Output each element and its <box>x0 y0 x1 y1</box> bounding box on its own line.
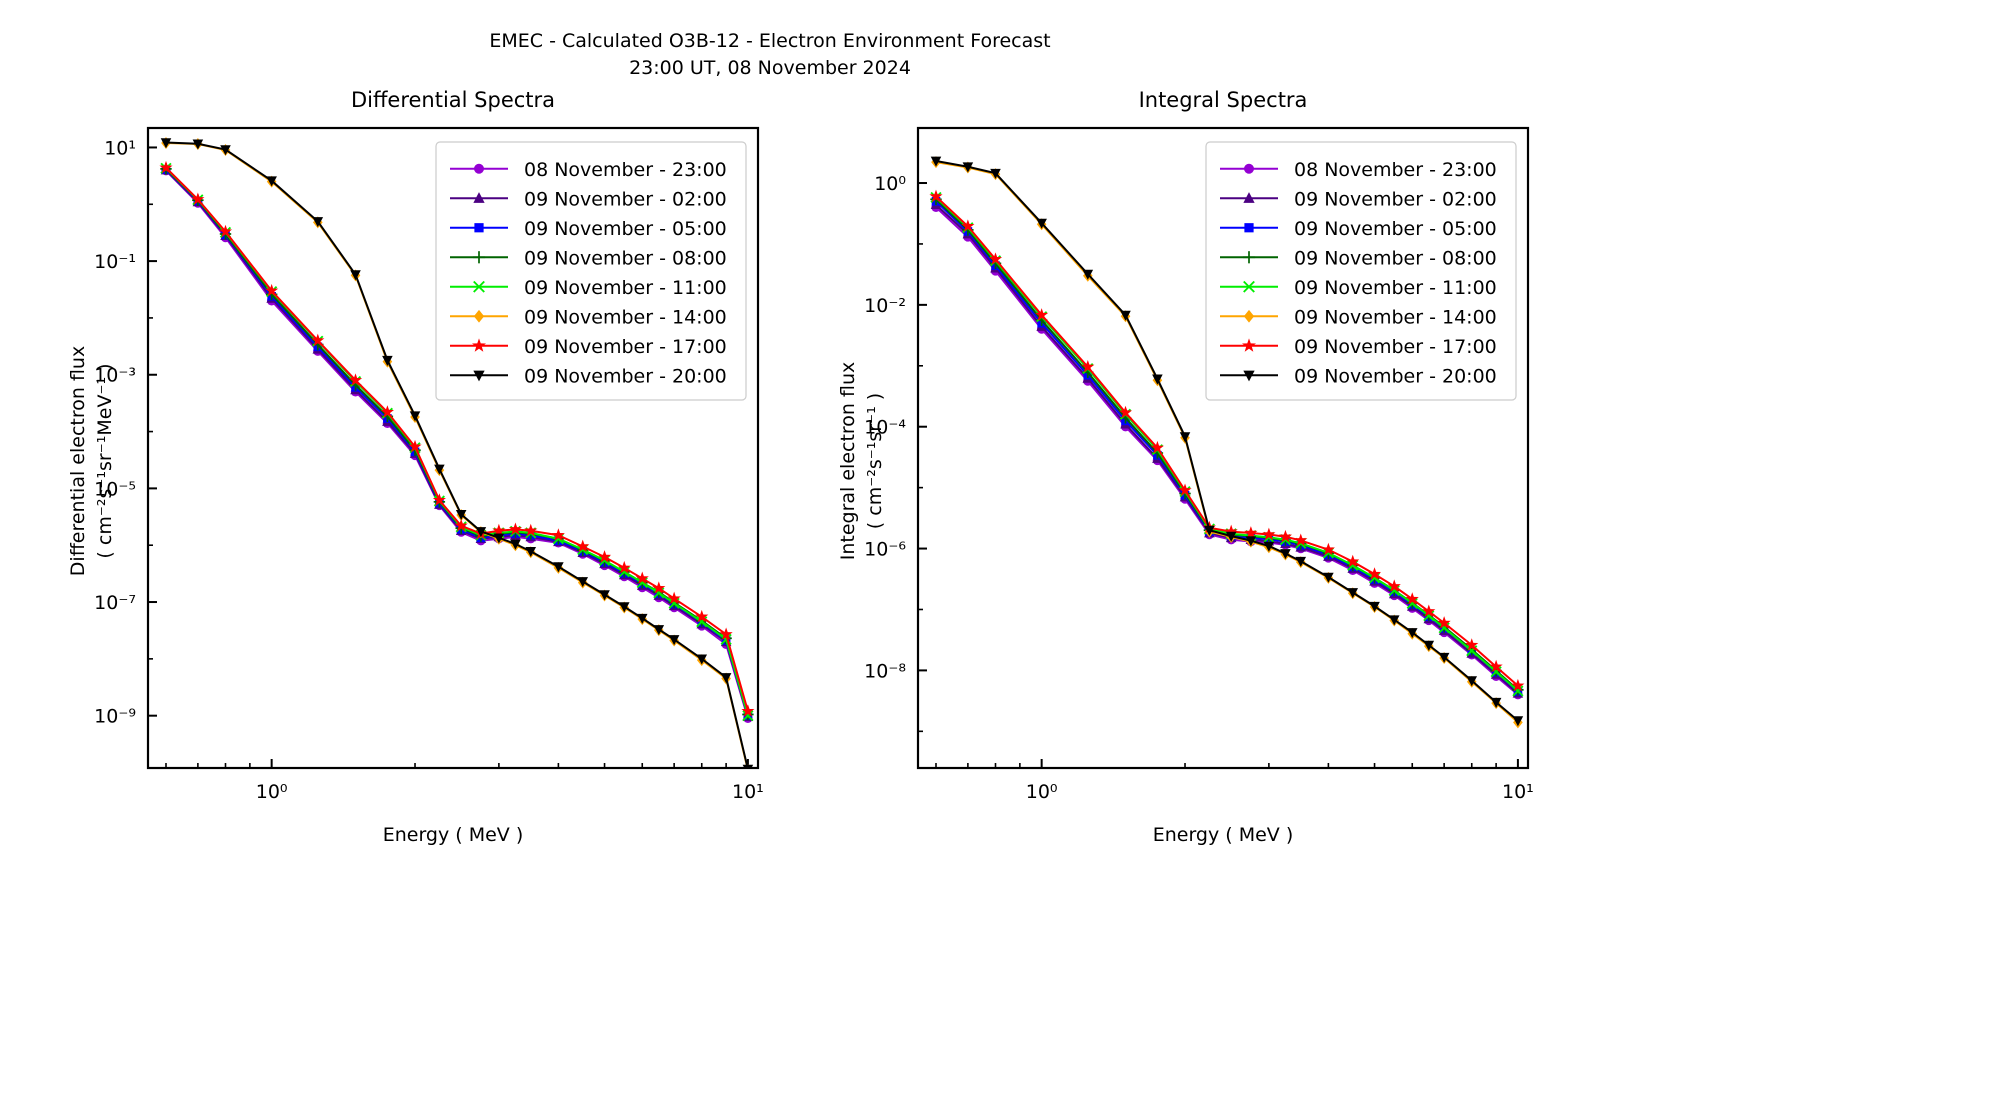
svg-text:10⁻³: 10⁻³ <box>94 365 136 387</box>
legend-label: 09 November - 17:00 <box>1294 336 1497 358</box>
legend-label: 09 November - 05:00 <box>524 218 727 240</box>
svg-text:10⁰: 10⁰ <box>874 173 906 195</box>
data-series-group <box>929 156 1525 729</box>
legend-label: 09 November - 02:00 <box>524 188 727 210</box>
svg-text:10¹: 10¹ <box>732 781 764 803</box>
legend-item[interactable]: 09 November - 14:00 <box>450 306 727 328</box>
svg-text:10⁻⁵: 10⁻⁵ <box>94 478 136 500</box>
svg-text:10⁰: 10⁰ <box>256 781 288 803</box>
legend[interactable]: 08 November - 23:00 09 November - 02:00 09… <box>435 141 747 401</box>
data-series <box>930 156 1524 727</box>
svg-text:10⁻¹: 10⁻¹ <box>94 251 136 273</box>
subplot-title: Differential Spectra <box>350 88 556 112</box>
differential-spectra-panel: 10⁰ 10¹ 10¹ 10⁻¹ 10⁻³ 10⁻⁵ 10⁻⁷ 10⁻⁹ 08 November… <box>0 0 790 1060</box>
figure-title-line1: EMEC - Calculated O3B-12 - Electron Envi… <box>489 30 1051 52</box>
subplot-title: Integral Spectra <box>1138 88 1308 112</box>
figure-title: EMEC - Calculated O3B-12 - Electron Envi… <box>0 28 1540 82</box>
legend-label: 08 November - 23:00 <box>1294 159 1497 181</box>
legend[interactable]: 08 November - 23:00 09 November - 02:00 09… <box>1205 141 1517 401</box>
svg-text:10⁻⁴: 10⁻⁴ <box>864 417 906 439</box>
axes-frame <box>916 126 1530 770</box>
legend-item[interactable]: 08 November - 23:00 <box>1220 159 1497 181</box>
svg-text:10¹: 10¹ <box>104 137 136 159</box>
x-axis-label: Energy ( MeV ) <box>382 824 524 846</box>
legend-label: 09 November - 20:00 <box>524 365 727 387</box>
svg-text:10⁻⁷: 10⁻⁷ <box>94 592 136 614</box>
legend-item[interactable]: 09 November - 17:00 <box>450 336 727 358</box>
legend-item[interactable]: 08 November - 23:00 <box>450 159 727 181</box>
legend-item[interactable]: 09 November - 14:00 <box>1220 306 1497 328</box>
legend-item[interactable]: 09 November - 11:00 <box>450 277 727 299</box>
svg-text:10⁻²: 10⁻² <box>864 295 906 317</box>
legend-label: 08 November - 23:00 <box>524 159 727 181</box>
svg-text:10⁻⁸: 10⁻⁸ <box>864 660 906 682</box>
figure-title-line2: 23:00 UT, 08 November 2024 <box>629 57 911 79</box>
legend-item[interactable]: 09 November - 05:00 <box>450 218 727 240</box>
legend-label: 09 November - 14:00 <box>1294 306 1497 328</box>
legend-label: 09 November - 05:00 <box>1294 218 1497 240</box>
legend-label: 09 November - 08:00 <box>524 247 727 269</box>
legend-item[interactable]: 09 November - 20:00 <box>450 365 727 387</box>
y-axis-label: Integral electron flux( cm⁻²s⁻¹sr⁻¹ ) <box>837 361 886 561</box>
legend-item[interactable]: 09 November - 05:00 <box>1220 218 1497 240</box>
legend-label: 09 November - 11:00 <box>1294 277 1497 299</box>
svg-text:10⁻⁶: 10⁻⁶ <box>864 539 906 561</box>
legend-label: 09 November - 17:00 <box>524 336 727 358</box>
legend-item[interactable]: 09 November - 08:00 <box>1220 247 1497 269</box>
axes-frame <box>146 126 760 770</box>
legend-label: 09 November - 11:00 <box>524 277 727 299</box>
data-series <box>160 138 754 768</box>
svg-text:10⁰: 10⁰ <box>1026 781 1058 803</box>
data-series-group <box>159 136 755 768</box>
legend-label: 09 November - 02:00 <box>1294 188 1497 210</box>
legend-item[interactable]: 09 November - 02:00 <box>450 188 727 210</box>
data-series <box>159 160 755 717</box>
legend-label: 09 November - 08:00 <box>1294 247 1497 269</box>
legend-item[interactable]: 09 November - 11:00 <box>1220 277 1497 299</box>
legend-label: 09 November - 14:00 <box>524 306 727 328</box>
axis-ticks: 10⁰ 10¹ 10¹ 10⁻¹ 10⁻³ 10⁻⁵ 10⁻⁷ 10⁻⁹ <box>94 137 764 803</box>
x-axis-label: Energy ( MeV ) <box>1152 824 1294 846</box>
y-axis-label: Differential electron flux( cm⁻²s⁻¹sr⁻¹M… <box>67 345 116 577</box>
legend-label: 09 November - 20:00 <box>1294 365 1497 387</box>
legend-item[interactable]: 09 November - 02:00 <box>1220 188 1497 210</box>
svg-text:10¹: 10¹ <box>1502 781 1534 803</box>
legend-item[interactable]: 09 November - 20:00 <box>1220 365 1497 387</box>
axis-ticks: 10⁰ 10¹ 10⁰ 10⁻² 10⁻⁴ 10⁻⁶ 10⁻⁸ <box>864 173 1534 803</box>
svg-text:10⁻⁹: 10⁻⁹ <box>94 706 136 728</box>
integral-spectra-panel: 10⁰ 10¹ 10⁰ 10⁻² 10⁻⁴ 10⁻⁶ 10⁻⁸ 08 November - 2… <box>770 0 1560 1060</box>
legend-item[interactable]: 09 November - 08:00 <box>450 247 727 269</box>
legend-item[interactable]: 09 November - 17:00 <box>1220 336 1497 358</box>
